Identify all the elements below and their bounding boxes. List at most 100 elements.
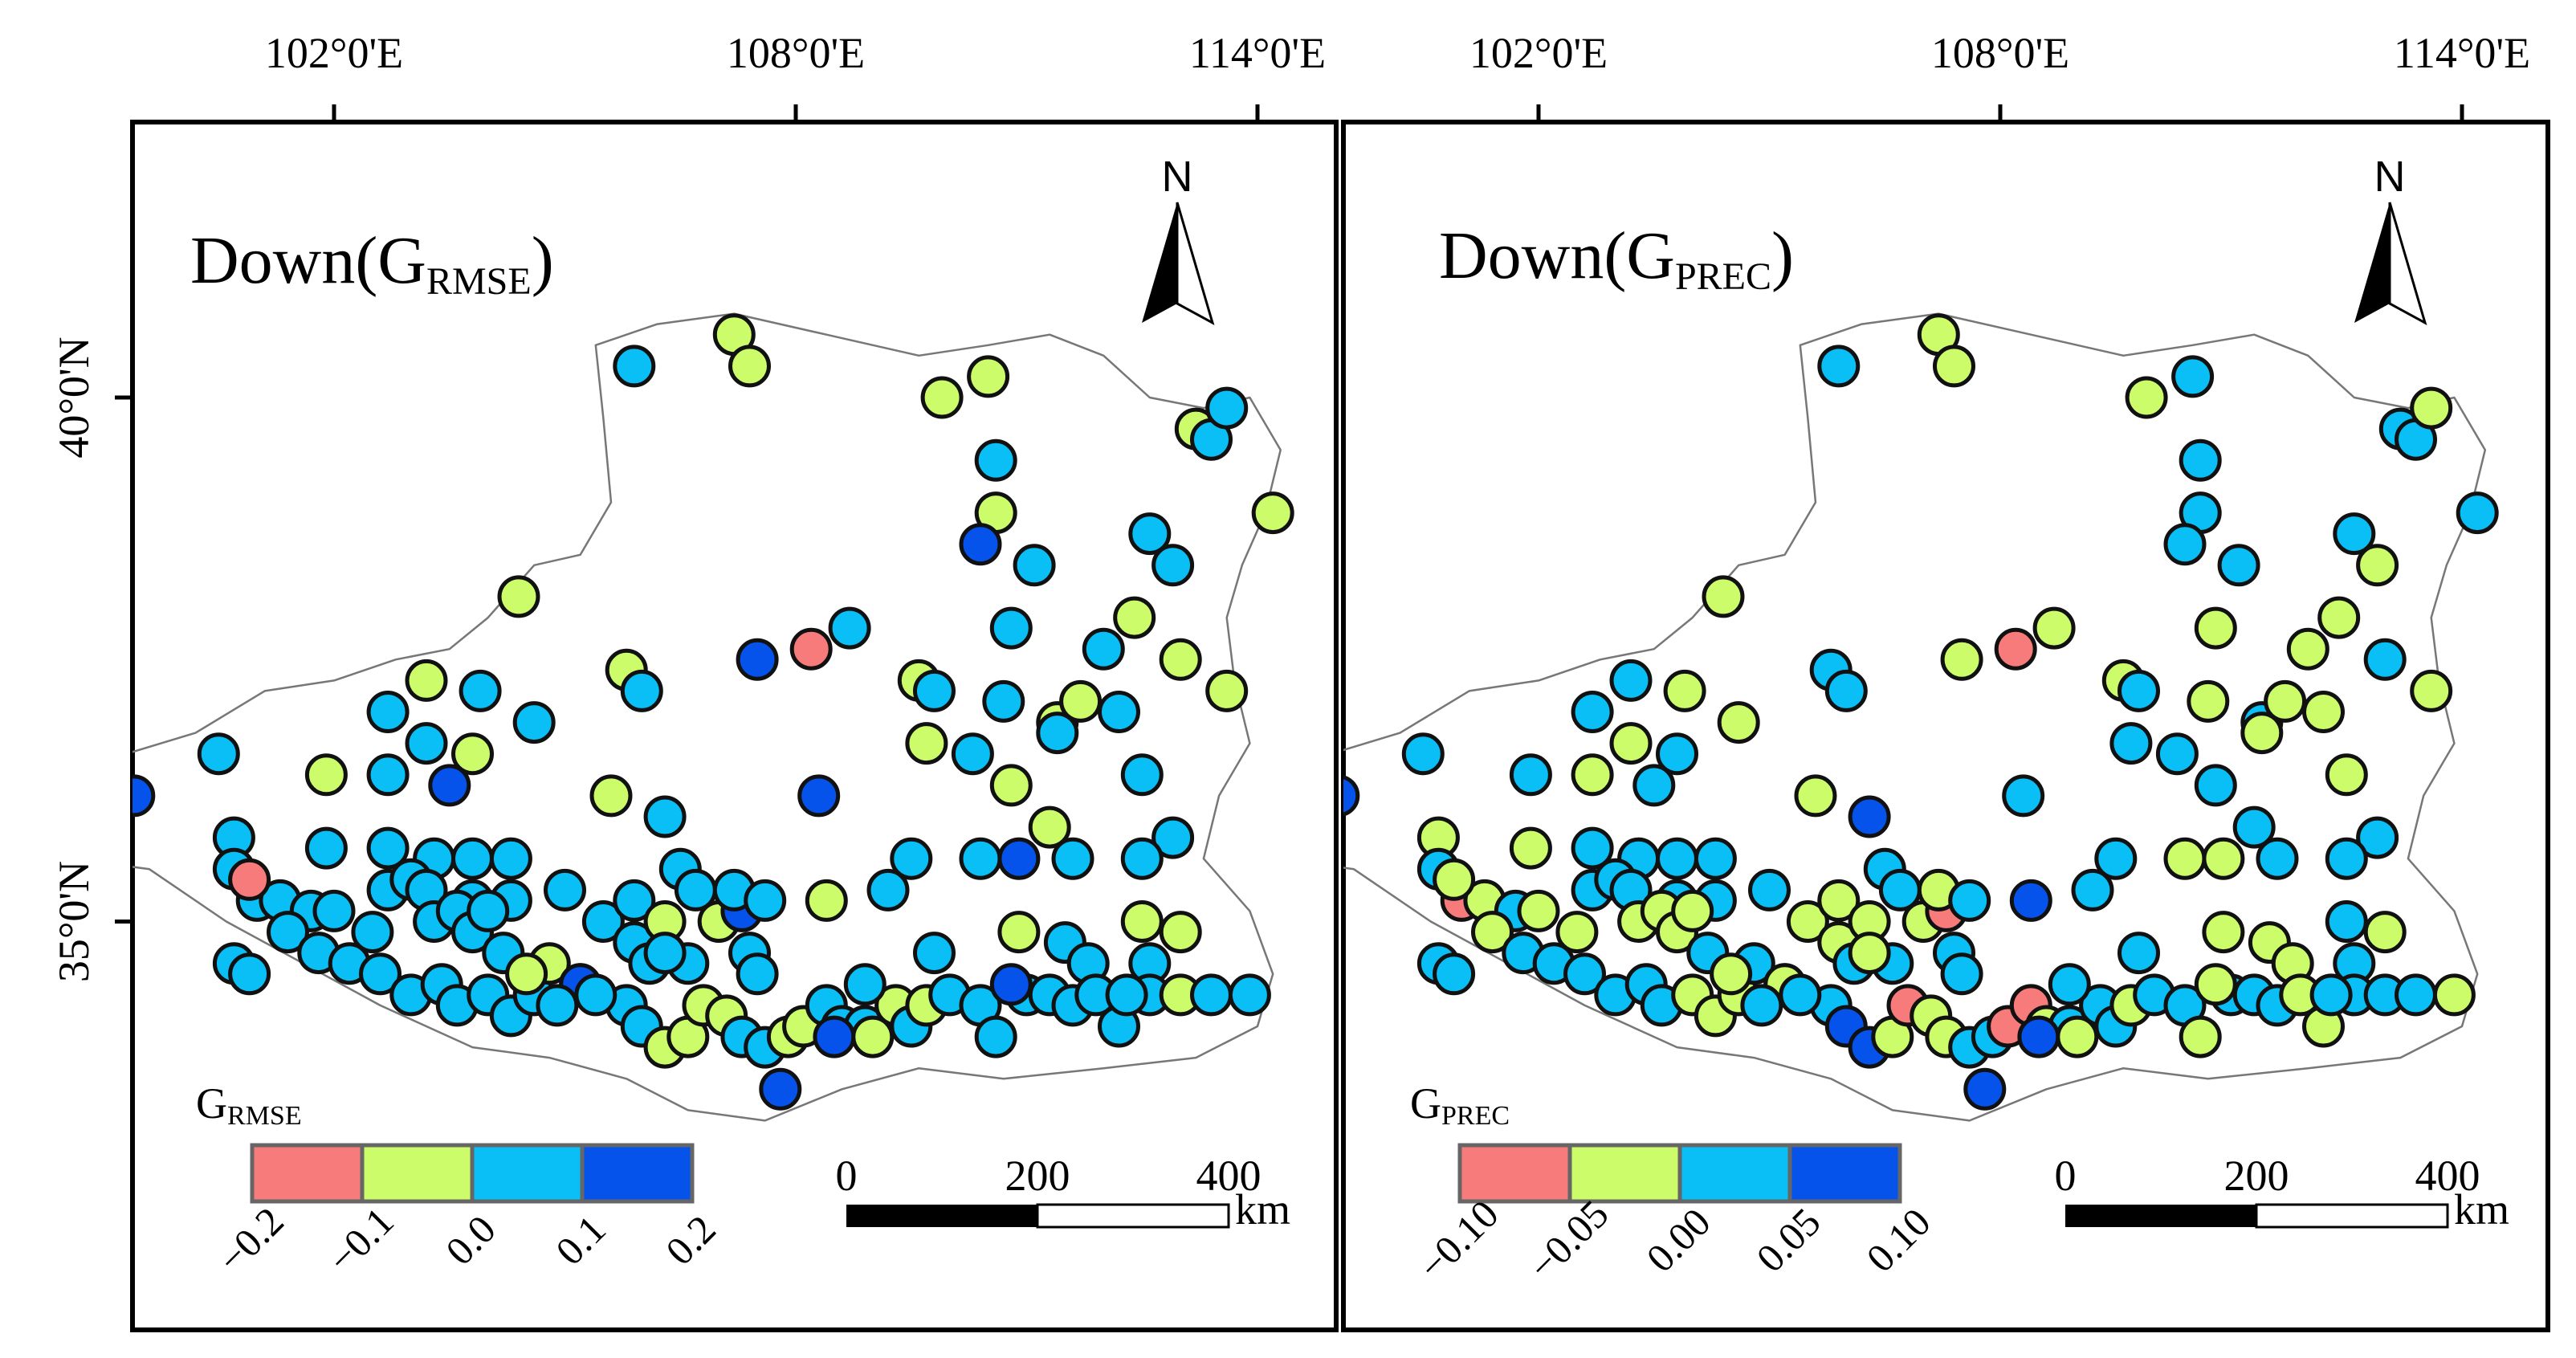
scale-label-200: 200 [1005,1152,1070,1200]
station-marker [2432,973,2476,1017]
station-marker [0,724,38,763]
scale-unit: km [2454,1185,2509,1234]
station-marker [428,764,471,807]
station-marker [728,345,771,388]
station-marker [366,826,410,870]
station-marker [359,952,401,996]
scale-bar: 0 200 400 km [2055,1152,2510,1234]
station-marker [228,952,271,996]
station-marker [2356,544,2399,587]
station-marker [1433,858,1476,901]
station-marker [2333,512,2376,556]
station-marker [2302,691,2345,733]
station-marker [643,932,687,975]
station-markers [0,313,1294,1111]
station-marker [989,963,1033,1006]
station-marker [459,669,502,712]
scale-label-200: 200 [2224,1152,2289,1200]
station-marker [2171,355,2215,398]
station-marker [1994,627,2037,671]
station-marker [620,669,663,712]
scale-bar-black [846,1205,1037,1227]
station-marker [1098,691,1140,733]
scale-bar-white [2255,1203,2449,1229]
station-marker [38,756,76,794]
station-marker [1563,952,1606,996]
scale-unit: km [1235,1185,1290,1234]
legend: GPREC −0.10 −0.05 0.00 0.05 0.10 [1409,1079,1938,1289]
station-marker [989,606,1033,650]
station-marker [1779,973,1822,1017]
station-marker [351,911,394,954]
station-marker [744,879,787,922]
station-marker [1059,679,1103,723]
station-marker [813,1015,856,1058]
legend-swatch [1787,1143,1902,1204]
station-marker [1120,900,1164,943]
scale-label-400: 400 [1196,1152,1262,1200]
station-marker [2410,669,2453,712]
north-arrow: N [1142,153,1215,326]
scale-bar-white [1036,1203,1230,1229]
station-marker [974,438,1017,482]
legend-title: GPREC [1410,1079,1510,1131]
station-marker [2363,911,2407,954]
station-marker [736,638,779,681]
lon-tick-label: 108°0'E [727,29,865,77]
station-marker [643,795,687,838]
station-marker [2179,1015,2222,1058]
scale-bar-black [2065,1205,2256,1227]
station-marker [1205,386,1249,430]
north-arrow-right [1176,202,1215,326]
station-marker [1663,669,1706,712]
station-marker [913,669,956,712]
station-marker [797,774,841,818]
station-marker [1948,879,1991,922]
station-marker [1028,805,1071,849]
station-marker [544,868,586,911]
station-marker [959,523,1002,566]
lon-tick-label: 102°0'E [265,29,403,77]
station-marker [1933,345,1975,388]
station-marker [1013,544,1056,587]
station-marker [1717,701,1760,744]
station-marker [2240,712,2284,755]
station-marker [789,627,833,671]
station-marker [843,963,887,1006]
station-marker [989,764,1033,807]
station-marker [228,858,271,901]
station-marker [304,826,348,870]
station-marker [1343,775,1360,817]
station-marker [2056,1015,2099,1058]
station-marker [1151,544,1195,587]
station-marker [1190,973,1233,1017]
panel-rmse: 102°0'E 108°0'E 114°0'E 40°0'N 35°0'N Down(… [0,29,1339,1332]
station-marker [2264,679,2307,723]
station-marker [920,376,964,419]
station-marker [1159,911,1202,954]
station-marker [959,837,1002,880]
north-arrow-left [1142,202,1177,323]
station-marker [1940,638,1983,681]
lat-tick-label: 35°0'N [50,861,98,982]
station-marker [613,345,656,388]
station-marker [1509,753,1552,797]
station-marker [997,837,1041,880]
station-marker [2202,837,2245,880]
station-marker [1632,764,1676,807]
station-marker [0,808,38,846]
station-marker [38,818,76,857]
north-arrow: N [2354,153,2427,326]
station-marker [2194,606,2237,650]
station-marker [1817,345,1861,388]
station-marker [132,774,156,818]
station-marker [1848,932,1891,975]
legend-swatch [1567,1143,1682,1204]
station-marker [2109,722,2153,765]
station-marker [0,661,14,699]
station-marker [1120,837,1164,880]
station-marker [1940,952,1983,996]
station-marker [1051,837,1094,880]
station-marker [2117,669,2160,712]
station-marker [2179,438,2222,482]
